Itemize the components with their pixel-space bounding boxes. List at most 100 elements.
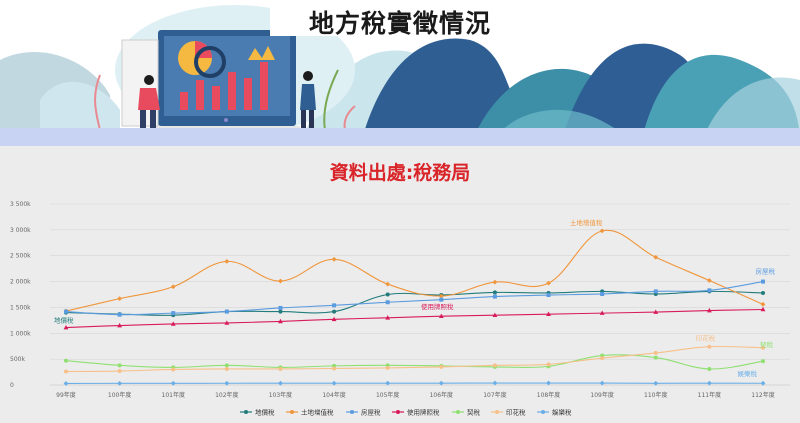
data-point[interactable] xyxy=(760,380,766,386)
data-point[interactable] xyxy=(439,364,444,369)
data-point[interactable] xyxy=(224,363,229,368)
data-point[interactable] xyxy=(653,254,659,260)
data-point[interactable] xyxy=(707,366,712,371)
data-point[interactable] xyxy=(64,369,68,374)
data-point[interactable] xyxy=(492,279,498,285)
data-point[interactable] xyxy=(546,293,551,298)
data-point[interactable] xyxy=(385,300,390,305)
data-point[interactable] xyxy=(332,309,337,314)
data-point[interactable] xyxy=(170,321,176,326)
x-tick-label: 105年度 xyxy=(376,391,399,399)
data-point[interactable] xyxy=(707,288,712,293)
legend-item[interactable]: 印花稅 xyxy=(491,407,526,416)
chart-gridlines xyxy=(50,203,790,386)
x-tick-label: 112年度 xyxy=(751,391,774,399)
data-point[interactable] xyxy=(492,363,497,368)
data-point[interactable] xyxy=(63,381,69,386)
data-point[interactable] xyxy=(761,290,765,295)
data-point[interactable] xyxy=(600,356,605,361)
data-point[interactable] xyxy=(170,284,176,290)
data-point[interactable] xyxy=(599,228,605,234)
data-point[interactable] xyxy=(331,380,337,386)
data-point[interactable] xyxy=(278,380,283,386)
data-point[interactable] xyxy=(546,362,551,367)
data-point[interactable] xyxy=(224,259,230,264)
data-point[interactable] xyxy=(653,380,659,386)
data-point[interactable] xyxy=(492,290,497,295)
data-point[interactable] xyxy=(224,366,229,371)
legend-item[interactable]: 土地增值稅 xyxy=(286,407,334,416)
chart-legend[interactable]: 地價稅 土地增值稅 房屋稅 使用牌照稅 契稅 印花稅 娛樂稅 xyxy=(240,407,572,416)
series-label: 地價稅 xyxy=(54,316,74,325)
data-point[interactable] xyxy=(171,311,176,316)
data-point[interactable] xyxy=(170,380,176,386)
chart-series xyxy=(63,228,766,386)
data-point[interactable] xyxy=(64,358,68,363)
data-point[interactable] xyxy=(707,344,712,349)
data-point[interactable] xyxy=(385,380,391,386)
data-point[interactable] xyxy=(438,380,444,386)
data-point[interactable] xyxy=(438,313,444,319)
data-point[interactable] xyxy=(492,380,498,386)
data-point[interactable] xyxy=(278,318,283,324)
data-point[interactable] xyxy=(653,355,658,360)
data-point[interactable] xyxy=(332,366,337,371)
data-point[interactable] xyxy=(600,291,605,296)
legend-item[interactable]: 契稅 xyxy=(452,407,481,416)
data-point[interactable] xyxy=(599,380,605,386)
data-point[interactable] xyxy=(706,278,712,283)
data-point[interactable] xyxy=(117,369,122,374)
data-point[interactable] xyxy=(117,296,123,302)
data-point[interactable] xyxy=(653,309,659,314)
data-point[interactable] xyxy=(63,324,69,330)
data-point[interactable] xyxy=(331,256,337,262)
legend-marker xyxy=(290,410,294,414)
data-point[interactable] xyxy=(332,303,337,308)
data-point[interactable] xyxy=(331,316,337,322)
data-source-title: 資料出處:稅務局 xyxy=(329,162,471,184)
data-point[interactable] xyxy=(117,312,122,317)
data-point[interactable] xyxy=(224,309,229,314)
data-point[interactable] xyxy=(653,350,658,355)
data-point[interactable] xyxy=(760,301,766,307)
legend-item[interactable]: 房屋稅 xyxy=(346,407,381,416)
page-title: 地方稅實徵情況 xyxy=(308,9,491,38)
data-point[interactable] xyxy=(117,322,123,328)
data-point[interactable] xyxy=(278,305,283,310)
y-tick-label: 1 000k xyxy=(10,330,31,337)
data-point[interactable] xyxy=(546,380,551,386)
data-point[interactable] xyxy=(492,312,498,317)
data-point[interactable] xyxy=(492,294,497,299)
data-point[interactable] xyxy=(706,307,712,313)
data-point[interactable] xyxy=(171,367,176,372)
data-point[interactable] xyxy=(599,310,605,315)
data-point[interactable] xyxy=(438,293,444,299)
data-point[interactable] xyxy=(385,281,391,287)
data-point[interactable] xyxy=(761,279,765,284)
data-point[interactable] xyxy=(385,292,390,297)
hero-illustration xyxy=(0,0,800,146)
data-point[interactable] xyxy=(385,315,391,320)
data-point[interactable] xyxy=(64,309,68,314)
data-point[interactable] xyxy=(761,345,765,350)
data-point[interactable] xyxy=(760,306,766,312)
data-point[interactable] xyxy=(439,297,444,302)
data-point[interactable] xyxy=(546,311,551,316)
data-point[interactable] xyxy=(117,380,123,386)
data-point[interactable] xyxy=(224,380,230,386)
x-tick-label: 110年度 xyxy=(644,391,667,399)
data-point[interactable] xyxy=(224,320,230,325)
legend-item[interactable]: 使用牌照稅 xyxy=(392,407,440,416)
data-point[interactable] xyxy=(653,289,658,294)
data-point[interactable] xyxy=(278,278,283,284)
data-point[interactable] xyxy=(278,309,283,314)
data-point[interactable] xyxy=(546,280,551,286)
data-point[interactable] xyxy=(385,365,390,370)
data-point[interactable] xyxy=(278,366,283,371)
data-point[interactable] xyxy=(706,380,712,386)
y-axis: 0 500k 1 000k 1 500k 2 000k 2 500k 3 000k 3 500… xyxy=(10,201,31,389)
legend-item[interactable]: 娛樂稅 xyxy=(537,407,572,416)
data-point[interactable] xyxy=(761,359,765,364)
data-point[interactable] xyxy=(117,363,122,368)
legend-item[interactable]: 地價稅 xyxy=(240,407,275,416)
